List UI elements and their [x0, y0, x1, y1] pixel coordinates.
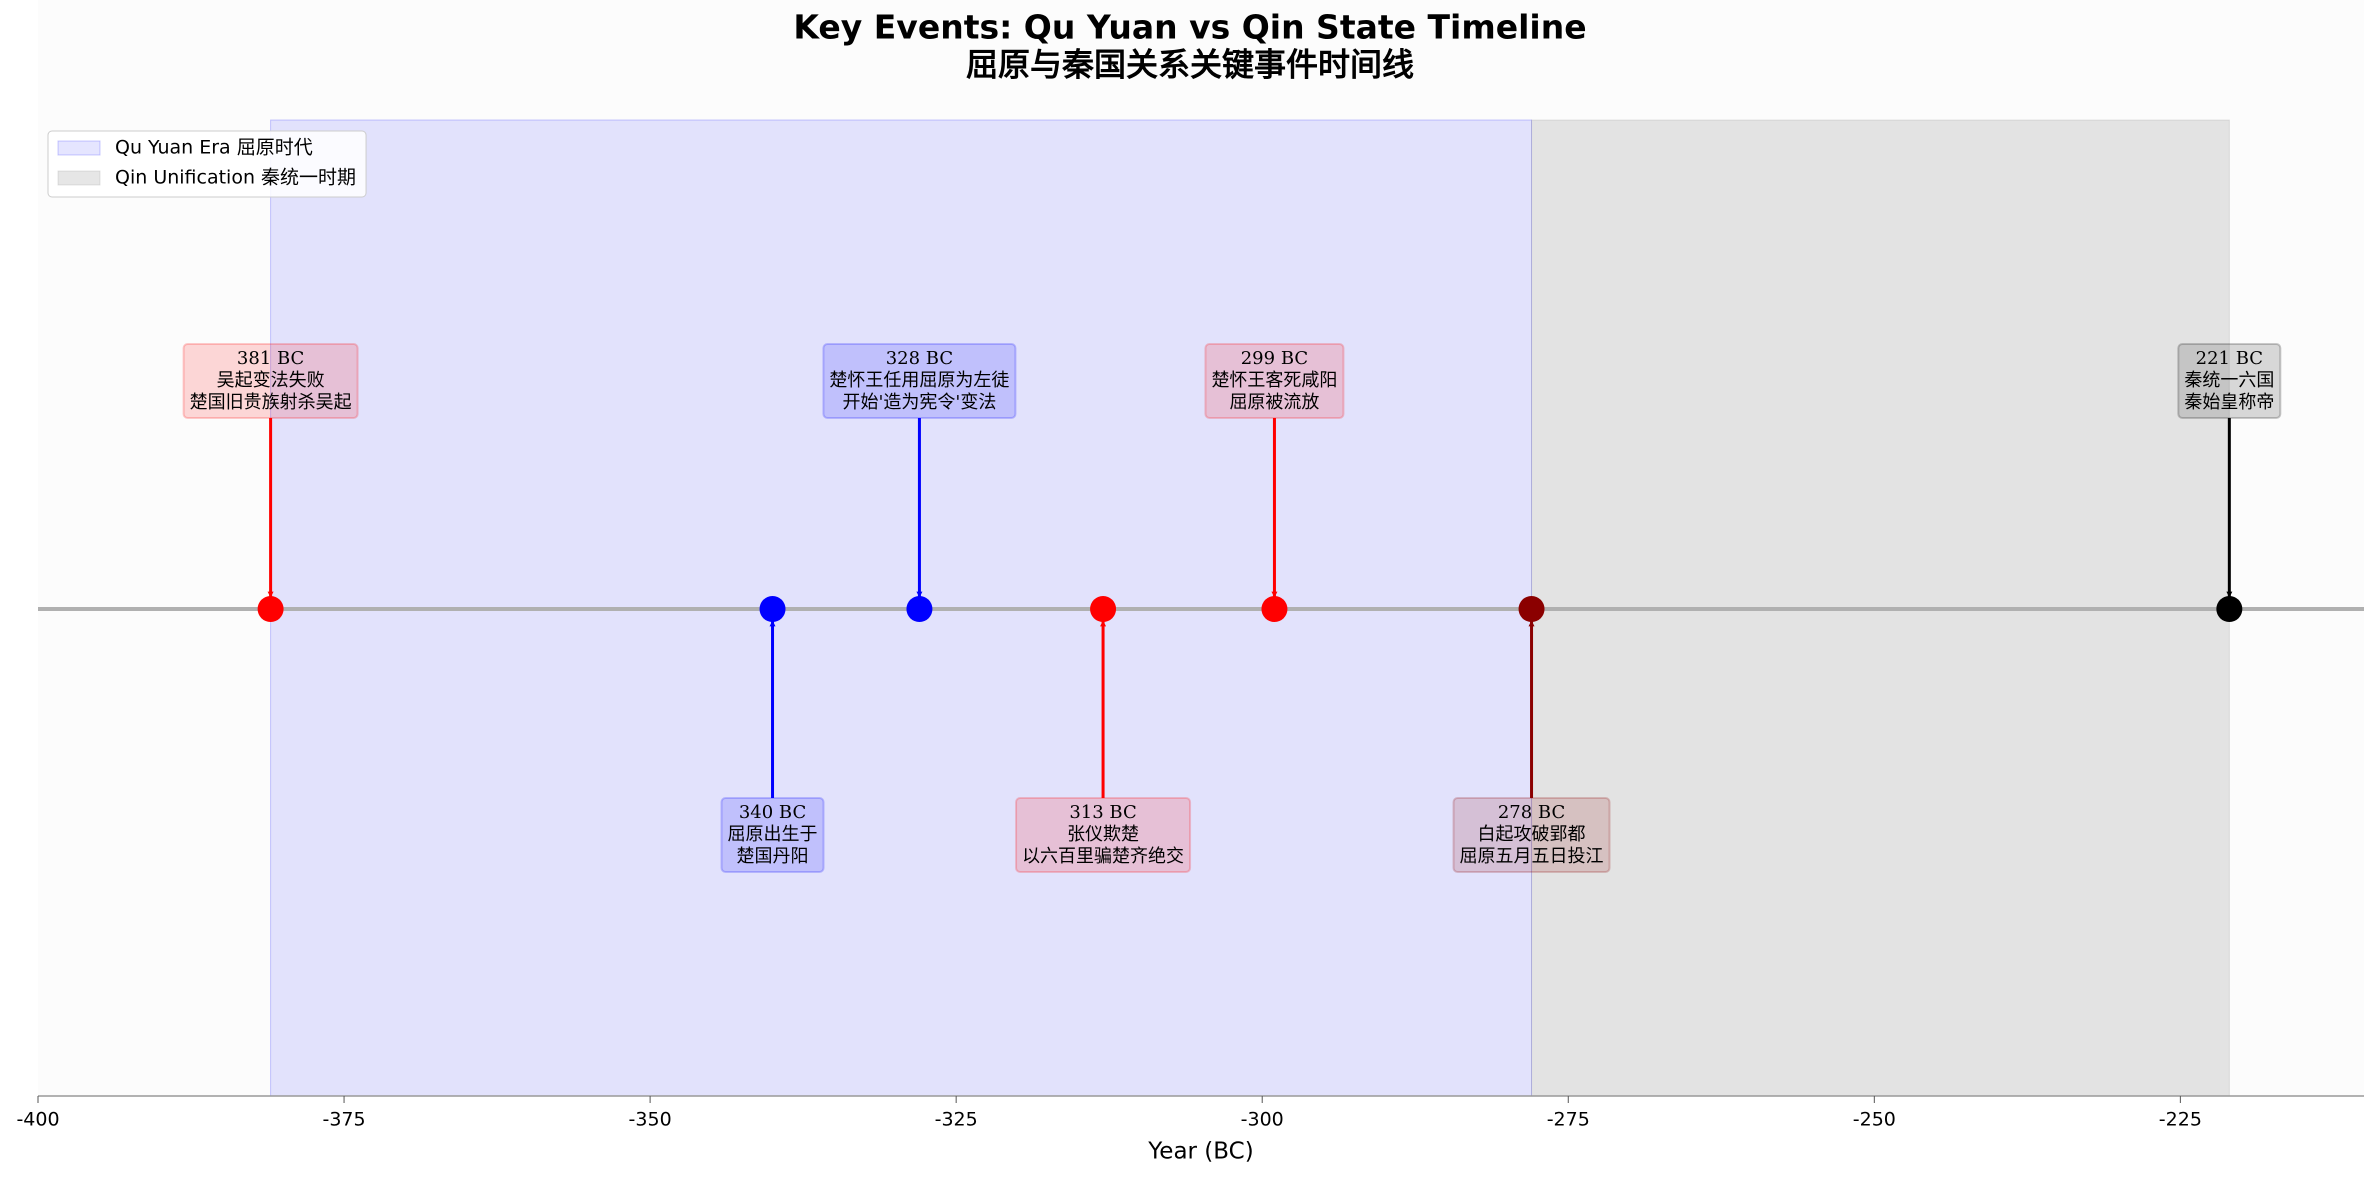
- event-label: 以六百里骗楚齐绝交: [1022, 846, 1184, 867]
- event-dot: [906, 596, 933, 622]
- event-label: 313 BC: [1069, 802, 1136, 823]
- event-dot: [1261, 596, 1288, 622]
- event-label: 白起攻破郢都: [1478, 824, 1586, 845]
- event-label: 秦始皇称帝: [2184, 392, 2274, 413]
- x-tick-label: -375: [322, 1109, 365, 1131]
- x-tick-label: -275: [1547, 1109, 1590, 1131]
- legend-label: Qin Unification 秦统一时期: [115, 167, 356, 189]
- legend-label: Qu Yuan Era 屈原时代: [115, 137, 313, 159]
- event-label: 楚怀王任用屈原为左徒: [829, 370, 1009, 391]
- event-label: 张仪欺楚: [1067, 824, 1139, 845]
- x-tick-label: -400: [16, 1109, 59, 1131]
- event-dot: [759, 596, 786, 622]
- event-label: 开始'造为宪令'变法: [842, 392, 996, 413]
- x-tick-label: -250: [1853, 1109, 1896, 1131]
- x-tick-label: -225: [2159, 1109, 2202, 1131]
- x-tick-label: -300: [1241, 1109, 1284, 1131]
- event-label: 楚国丹阳: [737, 846, 809, 867]
- event-label: 328 BC: [886, 348, 953, 369]
- event-label: 屈原出生于: [728, 824, 818, 845]
- event-dot: [1518, 596, 1545, 622]
- event-label: 278 BC: [1498, 802, 1565, 823]
- event-label: 221 BC: [2196, 348, 2263, 369]
- event-dot: [2216, 596, 2243, 622]
- x-tick-label: -325: [935, 1109, 978, 1131]
- x-axis-label: Year (BC): [1147, 1139, 1253, 1165]
- plot-background: [38, 0, 2364, 1096]
- chart-title: Key Events: Qu Yuan vs Qin State Timelin…: [793, 8, 1586, 47]
- event-label: 340 BC: [739, 802, 806, 823]
- event-label: 秦统一六国: [2184, 370, 2274, 391]
- chart-subtitle: 屈原与秦国关系关键事件时间线: [966, 46, 1414, 84]
- event-label: 屈原被流放: [1229, 392, 1319, 413]
- event-label: 楚怀王客死咸阳: [1211, 370, 1337, 391]
- event-label: 屈原五月五日投江: [1460, 846, 1604, 867]
- legend-swatch: [57, 170, 101, 186]
- event-dot: [257, 596, 284, 622]
- event-label: 吴起变法失败: [217, 370, 325, 391]
- legend-swatch: [57, 140, 101, 156]
- x-tick-label: -350: [629, 1109, 672, 1131]
- event-label: 299 BC: [1241, 348, 1308, 369]
- event-label: 381 BC: [237, 348, 304, 369]
- legend: Qu Yuan Era 屈原时代 Qin Unification 秦统一时期: [47, 130, 367, 198]
- legend-box: [47, 130, 367, 198]
- event-label: 楚国旧贵族射杀吴起: [190, 392, 352, 413]
- event-dot: [1090, 596, 1117, 622]
